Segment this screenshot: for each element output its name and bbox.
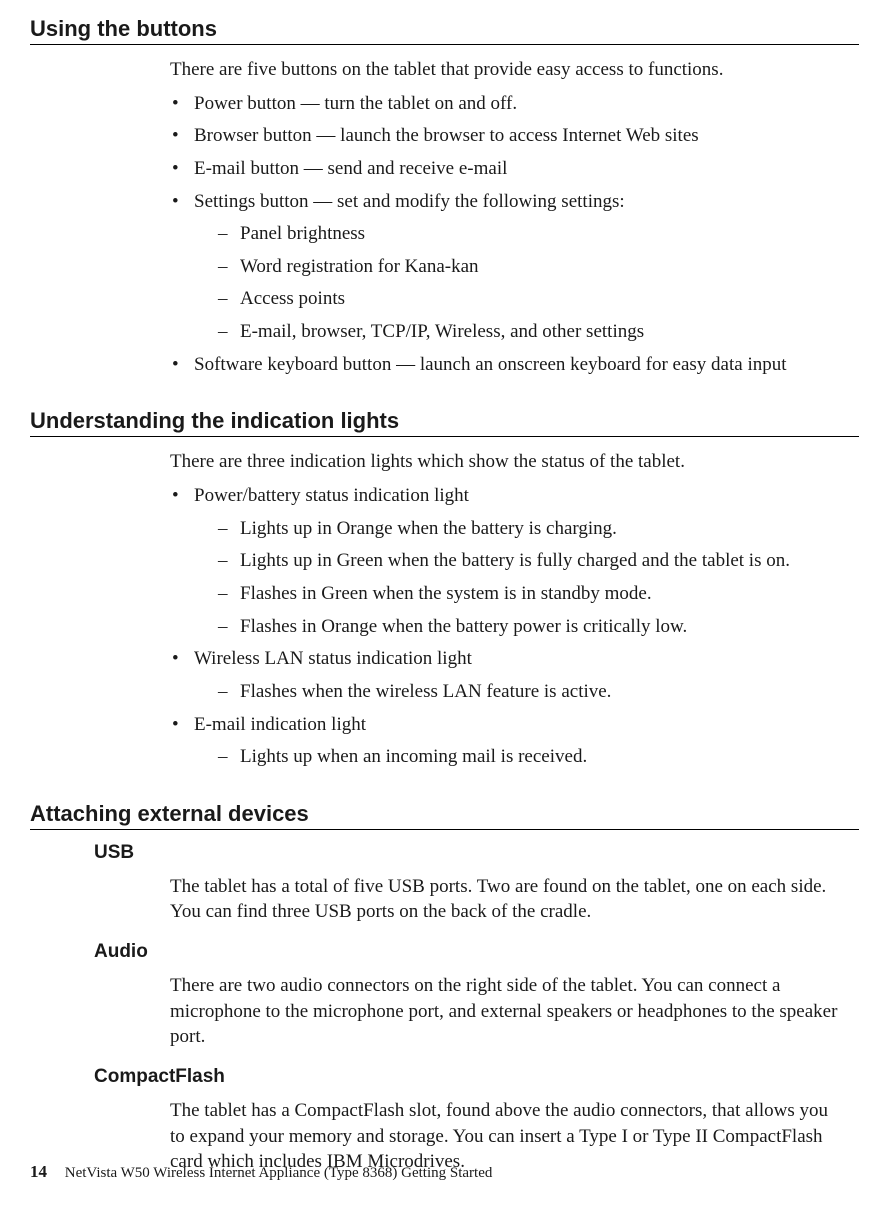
dash-list-wireless: Flashes when the wireless LAN feature is…: [194, 679, 847, 705]
list-item: Flashes in Green when the system is in s…: [218, 581, 847, 607]
usb-body: The tablet has a total of five USB ports…: [170, 874, 847, 925]
list-item: Lights up in Orange when the battery is …: [218, 516, 847, 542]
dash-list-email: Lights up when an incoming mail is recei…: [194, 744, 847, 770]
list-item: E-mail, browser, TCP/IP, Wireless, and o…: [218, 319, 847, 345]
intro-para-1: There are five buttons on the tablet tha…: [170, 57, 847, 83]
dash-list-settings: Panel brightness Word registration for K…: [194, 221, 847, 345]
dash-list-power: Lights up in Orange when the battery is …: [194, 516, 847, 640]
subheading-usb: USB: [94, 842, 859, 864]
heading-indication-lights: Understanding the indication lights: [30, 408, 859, 437]
list-item: Lights up in Green when the battery is f…: [218, 548, 847, 574]
bullet-list-2: Power/battery status indication light Li…: [170, 483, 847, 770]
running-title: NetVista W50 Wireless Internet Appliance…: [65, 1165, 493, 1181]
list-item: Browser button — launch the browser to a…: [170, 123, 847, 149]
list-item: Access points: [218, 286, 847, 312]
list-item: Flashes when the wireless LAN feature is…: [218, 679, 847, 705]
page-number: 14: [30, 1162, 47, 1181]
list-item-label: E-mail indication light: [194, 714, 366, 735]
list-item: E-mail indication light Lights up when a…: [170, 712, 847, 770]
list-item: Software keyboard button — launch an ons…: [170, 352, 847, 378]
heading-using-buttons: Using the buttons: [30, 16, 859, 45]
list-item: Power/battery status indication light Li…: [170, 483, 847, 639]
list-item-label: Wireless LAN status indication light: [194, 648, 472, 669]
list-item: Flashes in Orange when the battery power…: [218, 614, 847, 640]
list-item: Power button — turn the tablet on and of…: [170, 91, 847, 117]
list-item: Word registration for Kana-kan: [218, 254, 847, 280]
intro-para-2: There are three indication lights which …: [170, 449, 847, 475]
page-footer: 14 NetVista W50 Wireless Internet Applia…: [30, 1162, 492, 1182]
bullet-list-1: Power button — turn the tablet on and of…: [170, 91, 847, 378]
heading-external-devices: Attaching external devices: [30, 801, 859, 830]
subheading-audio: Audio: [94, 941, 859, 963]
list-item: Lights up when an incoming mail is recei…: [218, 744, 847, 770]
list-item: E-mail button — send and receive e-mail: [170, 156, 847, 182]
list-item-label: Power/battery status indication light: [194, 485, 469, 506]
audio-body: There are two audio connectors on the ri…: [170, 973, 847, 1050]
list-item: Panel brightness: [218, 221, 847, 247]
list-item: Wireless LAN status indication light Fla…: [170, 646, 847, 704]
list-item-label: Settings button — set and modify the fol…: [194, 191, 625, 212]
list-item: Settings button — set and modify the fol…: [170, 189, 847, 345]
subheading-compactflash: CompactFlash: [94, 1066, 859, 1088]
